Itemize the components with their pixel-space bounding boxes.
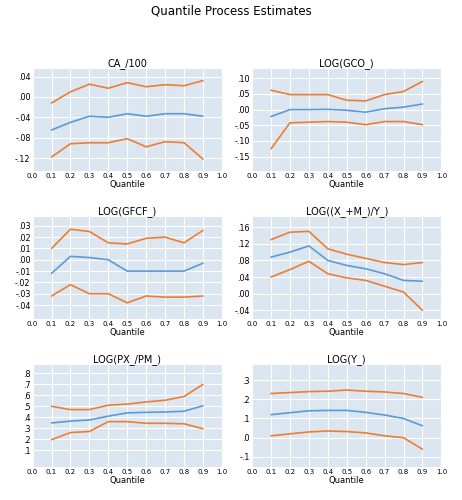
X-axis label: Quantile: Quantile — [109, 180, 145, 189]
Title: CA_/100: CA_/100 — [107, 58, 147, 69]
X-axis label: Quantile: Quantile — [109, 328, 145, 337]
Text: Quantile Process Estimates: Quantile Process Estimates — [151, 5, 311, 18]
X-axis label: Quantile: Quantile — [109, 476, 145, 485]
Title: LOG(GFCF_): LOG(GFCF_) — [98, 206, 156, 217]
Title: LOG(PX_/PM_): LOG(PX_/PM_) — [93, 354, 161, 364]
Title: LOG(Y_): LOG(Y_) — [328, 354, 366, 364]
X-axis label: Quantile: Quantile — [329, 328, 365, 337]
Title: LOG((X_+M_)/Y_): LOG((X_+M_)/Y_) — [305, 206, 388, 217]
X-axis label: Quantile: Quantile — [329, 476, 365, 485]
X-axis label: Quantile: Quantile — [329, 180, 365, 189]
Title: LOG(GCO_): LOG(GCO_) — [319, 58, 374, 69]
